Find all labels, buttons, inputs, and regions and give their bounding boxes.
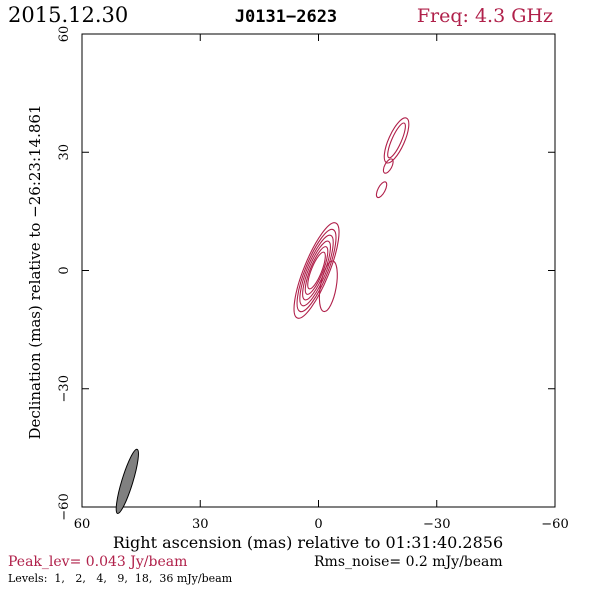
- x-tick-labels: 60 30 0 −30 −60: [74, 517, 569, 532]
- contour-line: [383, 117, 410, 164]
- contour-line: [382, 158, 394, 174]
- contour-line: [307, 251, 326, 290]
- contour-line: [304, 246, 329, 295]
- peak-level: Peak_lev= 0.043 Jy/beam: [8, 554, 187, 570]
- source-name: J0131−2623: [235, 7, 337, 27]
- contour-levels: Levels: 1, 2, 4, 9, 18, 36 mJy/beam: [8, 572, 233, 585]
- x-tick-label: 30: [192, 517, 209, 532]
- beam-layer: [115, 448, 139, 514]
- x-axis-label: Right ascension (mas) relative to 01:31:…: [113, 533, 503, 552]
- y-tick-label: 30: [57, 144, 72, 161]
- x-tick-label: 0: [314, 517, 322, 532]
- y-axis-label: Declination (mas) relative to −26:23:14.…: [26, 104, 44, 439]
- x-tick-label: 60: [74, 517, 91, 532]
- axis-ticks: [81, 33, 556, 508]
- contour-line: [293, 222, 340, 319]
- contour-line: [318, 260, 338, 313]
- frequency-label: Freq: 4.3 GHz: [417, 5, 553, 27]
- contour-layer: [293, 117, 410, 319]
- x-tick-label: −30: [423, 517, 450, 532]
- rms-noise: Rms_noise= 0.2 mJy/beam: [314, 554, 503, 570]
- contour-line: [299, 234, 334, 307]
- x-tick-label: −60: [541, 517, 568, 532]
- contour-line: [387, 122, 406, 159]
- contour-line: [375, 181, 388, 199]
- y-tick-label: −30: [57, 375, 72, 402]
- y-tick-label: 0: [57, 266, 72, 274]
- observation-date: 2015.12.30: [8, 3, 128, 27]
- beam-ellipse: [115, 448, 139, 514]
- plot-frame: [81, 33, 556, 508]
- y-tick-label: −60: [57, 493, 72, 520]
- contour-line: [296, 228, 337, 313]
- y-tick-label: 60: [57, 26, 72, 43]
- y-tick-labels: −60 −30 0 30 60: [57, 26, 72, 521]
